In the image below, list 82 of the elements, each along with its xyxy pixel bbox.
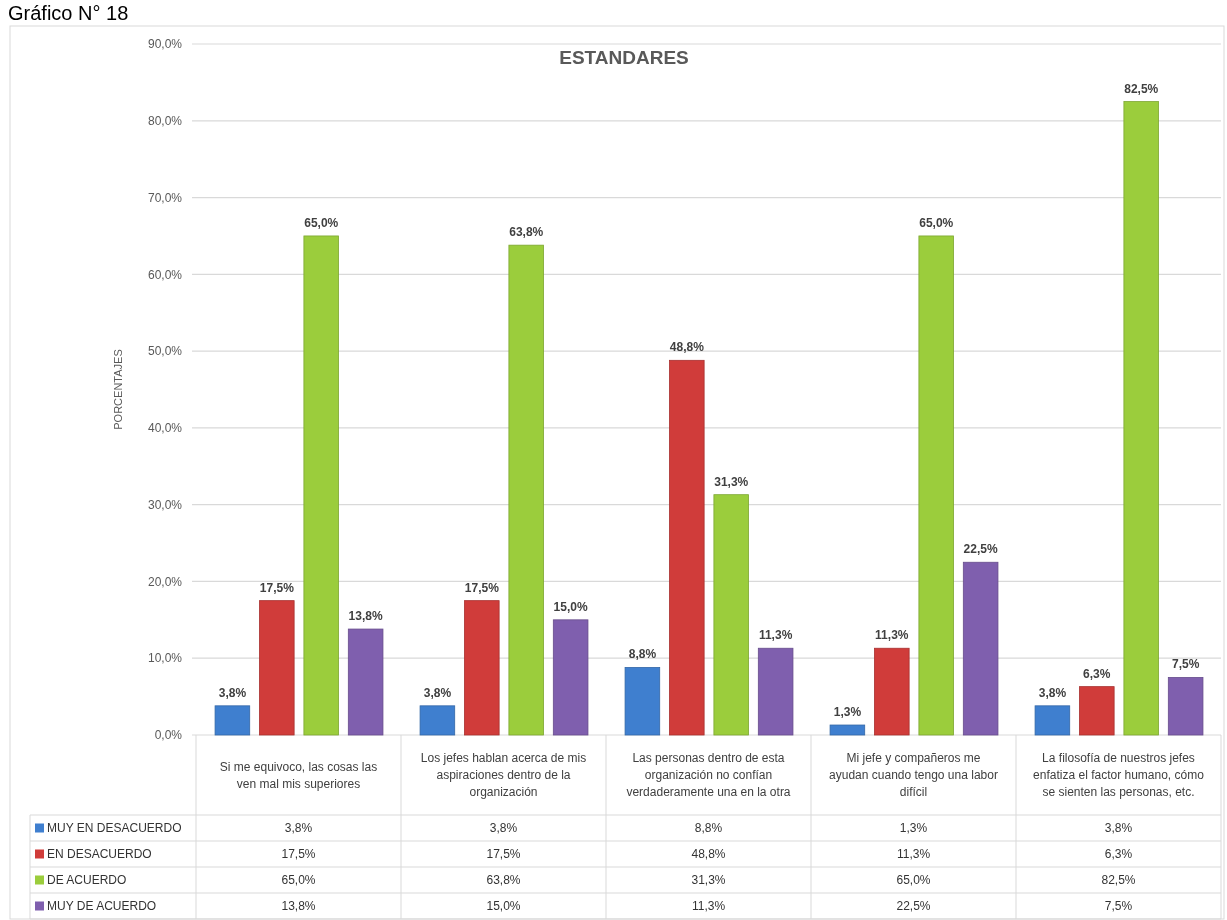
data-label: 17,5% bbox=[486, 847, 521, 862]
data-label: 8,8% bbox=[694, 821, 723, 836]
x-tick-label: La filosofía de nuestros jefes enfatiza el factor humano, cómo se sienten las personas, etc. bbox=[1033, 751, 1205, 800]
text: 65,0% bbox=[919, 215, 954, 230]
y-axis-title: PORCENTAJES bbox=[112, 349, 124, 430]
bar bbox=[669, 359, 705, 736]
text: 15,0% bbox=[553, 599, 588, 614]
data-label: 65,0% bbox=[281, 873, 316, 888]
bar bbox=[1079, 686, 1115, 736]
text: 31,3% bbox=[714, 474, 749, 489]
data-label: 3,8% bbox=[1104, 821, 1133, 836]
bar bbox=[962, 561, 999, 736]
bar bbox=[757, 647, 794, 736]
text: 13,8% bbox=[348, 609, 383, 624]
x-tick-label: Las personas dentro de esta organización no confían verdaderamente una en la otra bbox=[626, 751, 791, 800]
text: 11,3% bbox=[875, 628, 909, 643]
bar bbox=[347, 628, 384, 736]
legend-label: MUY EN DESACUERDO bbox=[47, 821, 182, 836]
data-label: 7,5% bbox=[1104, 899, 1133, 914]
bar bbox=[508, 244, 544, 736]
text: 3,8% bbox=[423, 685, 452, 700]
data-label: 65,0% bbox=[896, 873, 931, 888]
y-tick-label: 0,0% bbox=[154, 728, 183, 743]
text: 65,0% bbox=[304, 215, 339, 230]
text: 22,5% bbox=[963, 542, 998, 557]
y-tick-label: 70,0% bbox=[147, 190, 183, 205]
x-tick-label: Mi jefe y compañeros me ayudan cuando tengo una labor difícil bbox=[829, 751, 998, 800]
legend-label: EN DESACUERDO bbox=[47, 847, 152, 862]
data-label: 15,0% bbox=[486, 899, 521, 914]
bar bbox=[552, 619, 589, 736]
data-label: 48,8% bbox=[691, 847, 726, 862]
text: 17,5% bbox=[259, 580, 294, 595]
bar bbox=[214, 705, 251, 736]
y-tick-label: 20,0% bbox=[147, 574, 183, 589]
legend-label: DE ACUERDO bbox=[47, 873, 127, 888]
bar bbox=[303, 235, 339, 736]
y-tick-label: 50,0% bbox=[147, 344, 183, 359]
text: 7,5% bbox=[1171, 657, 1200, 672]
data-label: 3,8% bbox=[489, 821, 518, 836]
bar bbox=[1123, 101, 1159, 736]
data-label: 1,3% bbox=[899, 821, 928, 836]
text: 48,8% bbox=[669, 340, 704, 355]
y-tick-label: 90,0% bbox=[147, 37, 183, 52]
bar bbox=[464, 600, 500, 736]
chart-title: ESTANDARES bbox=[559, 47, 689, 68]
x-tick-label: Los jefes hablan acerca de mis aspiraciones dentro de la organización bbox=[420, 751, 587, 800]
bar bbox=[419, 705, 456, 736]
data-label: 63,8% bbox=[486, 873, 521, 888]
bar bbox=[918, 235, 954, 736]
y-tick-label: 60,0% bbox=[147, 267, 183, 282]
text: 82,5% bbox=[1124, 81, 1159, 96]
bar bbox=[713, 494, 749, 736]
bar bbox=[624, 667, 661, 736]
text: 3,8% bbox=[218, 685, 247, 700]
y-tick-label: 40,0% bbox=[147, 421, 183, 436]
text: 11,3% bbox=[758, 628, 793, 643]
bar bbox=[874, 647, 910, 736]
bar bbox=[1034, 705, 1071, 736]
bar bbox=[259, 600, 295, 736]
y-tick-label: 30,0% bbox=[147, 497, 183, 512]
text: 63,8% bbox=[509, 225, 544, 240]
text: 1,3% bbox=[833, 705, 862, 720]
data-label: 11,3% bbox=[691, 899, 726, 914]
data-label: 3,8% bbox=[284, 821, 313, 836]
y-tick-label: 10,0% bbox=[147, 651, 183, 666]
data-label: 13,8% bbox=[281, 899, 316, 914]
data-label: 17,5% bbox=[281, 847, 316, 862]
data-label: 82,5% bbox=[1101, 873, 1136, 888]
data-label: 31,3% bbox=[691, 873, 726, 888]
x-tick-label: Si me equivoco, las cosas las ven mal mis superiores bbox=[219, 759, 378, 791]
bar bbox=[1167, 677, 1204, 736]
data-label: 22,5% bbox=[896, 899, 931, 914]
text: Gráfico N° 18 bbox=[8, 2, 129, 24]
text: 6,3% bbox=[1083, 666, 1111, 681]
y-tick-label: 80,0% bbox=[147, 113, 183, 128]
text: 3,8% bbox=[1038, 685, 1067, 700]
text: 8,8% bbox=[628, 647, 657, 662]
data-label: 6,3% bbox=[1104, 847, 1133, 862]
bar bbox=[829, 724, 866, 736]
text: 17,5% bbox=[464, 580, 499, 595]
data-label: 11,3% bbox=[896, 847, 931, 862]
legend-label: MUY DE ACUERDO bbox=[47, 899, 157, 914]
